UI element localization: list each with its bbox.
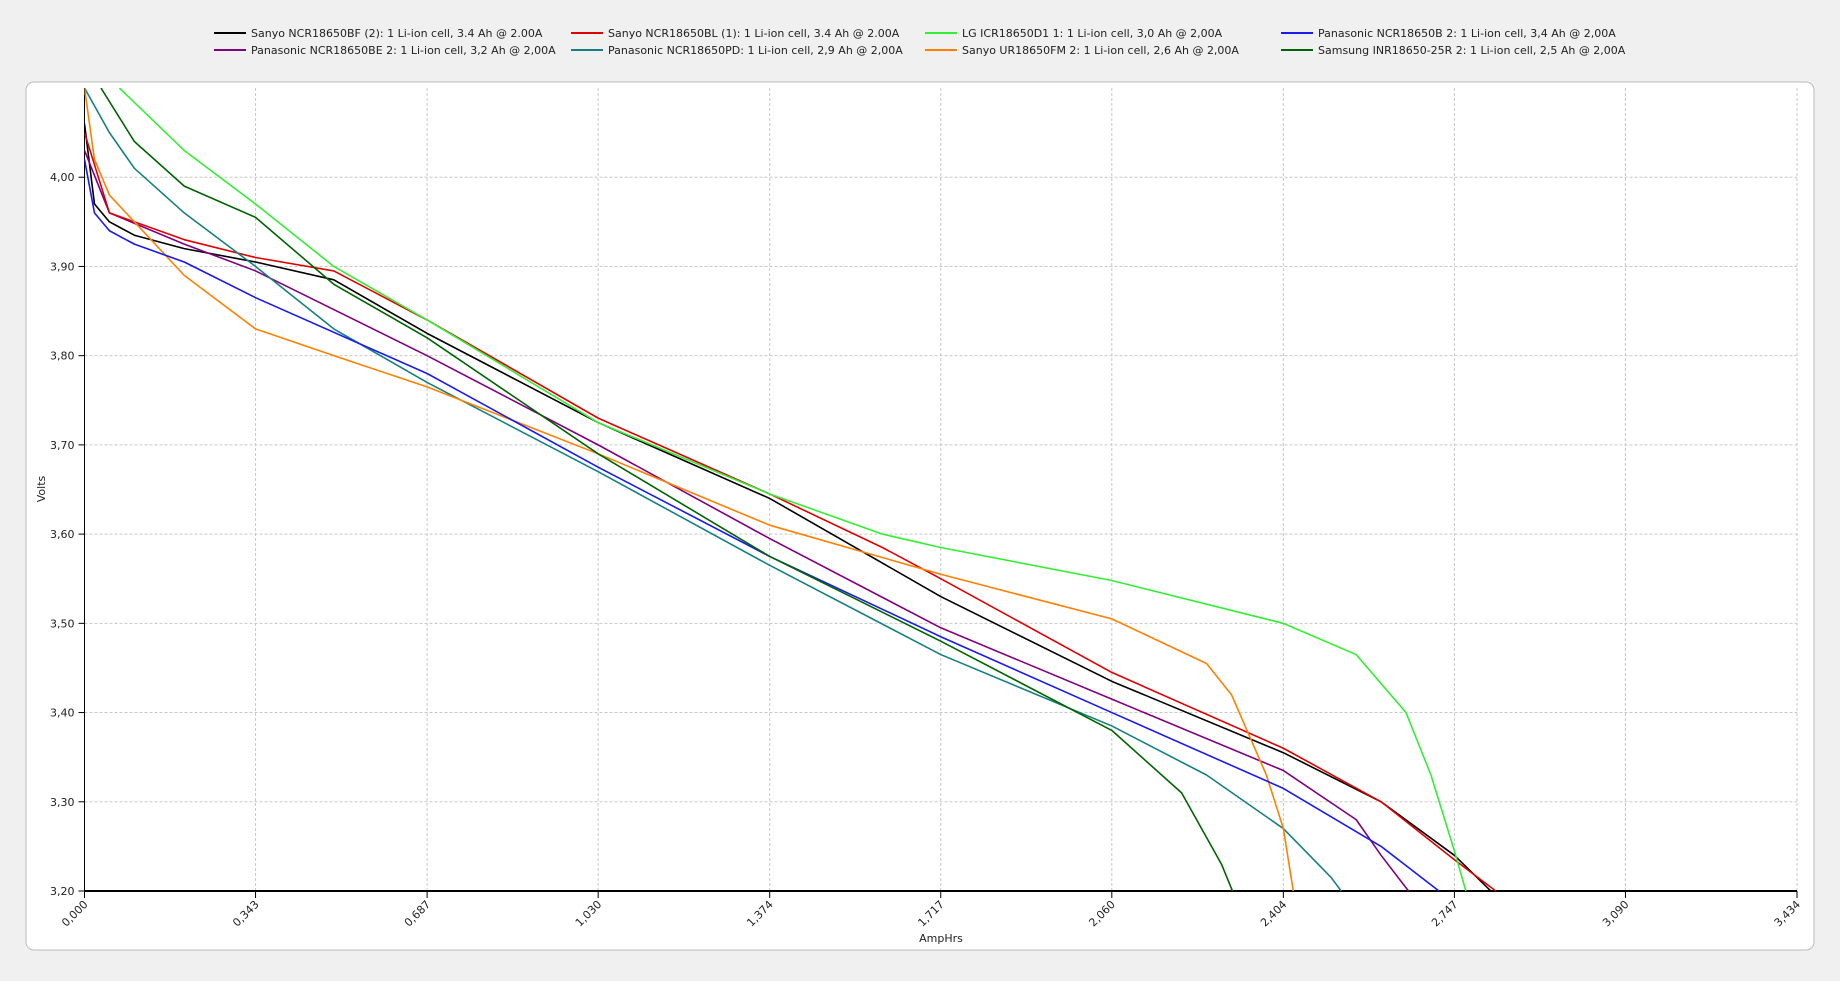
x-axis-label: AmpHrs bbox=[919, 932, 963, 945]
y-tick-label: 3,40 bbox=[50, 707, 75, 720]
legend-label: Samsung INR18650-25R 2: 1 Li-ion cell, 2… bbox=[1318, 44, 1626, 57]
y-axis-label: Volts bbox=[35, 475, 48, 502]
legend-label: LG ICR18650D1 1: 1 Li-ion cell, 3,0 Ah @… bbox=[962, 27, 1223, 40]
legend-label: Sanyo NCR18650BL (1): 1 Li-ion cell, 3.4… bbox=[608, 27, 900, 40]
series-line bbox=[118, 88, 1467, 892]
y-tick-label: 3,50 bbox=[50, 617, 75, 630]
y-tick-label: 3,80 bbox=[50, 350, 75, 363]
y-tick-label: 3,30 bbox=[50, 796, 75, 809]
y-tick-label: 3,20 bbox=[50, 885, 75, 898]
y-tick-label: 3,60 bbox=[50, 528, 75, 541]
y-tick-label: 3,70 bbox=[50, 439, 75, 452]
legend-label: Panasonic NCR18650BE 2: 1 Li-ion cell, 3… bbox=[251, 44, 556, 57]
chart-panel bbox=[25, 81, 1815, 951]
legend-label: Panasonic NCR18650PD: 1 Li-ion cell, 2,9… bbox=[608, 44, 903, 57]
series-line bbox=[84, 159, 1440, 892]
series-line bbox=[84, 150, 1410, 892]
series-line bbox=[84, 88, 1342, 892]
series-line bbox=[100, 88, 1234, 892]
y-tick-label: 3,90 bbox=[50, 260, 75, 273]
series-line bbox=[84, 123, 1492, 892]
legend-label: Sanyo NCR18650BF (2): 1 Li-ion cell, 3.4… bbox=[251, 27, 543, 40]
legend-label: Panasonic NCR18650B 2: 1 Li-ion cell, 3,… bbox=[1318, 27, 1616, 40]
legend-label: Sanyo UR18650FM 2: 1 Li-ion cell, 2,6 Ah… bbox=[962, 44, 1239, 57]
y-tick-label: 4,00 bbox=[50, 171, 75, 184]
